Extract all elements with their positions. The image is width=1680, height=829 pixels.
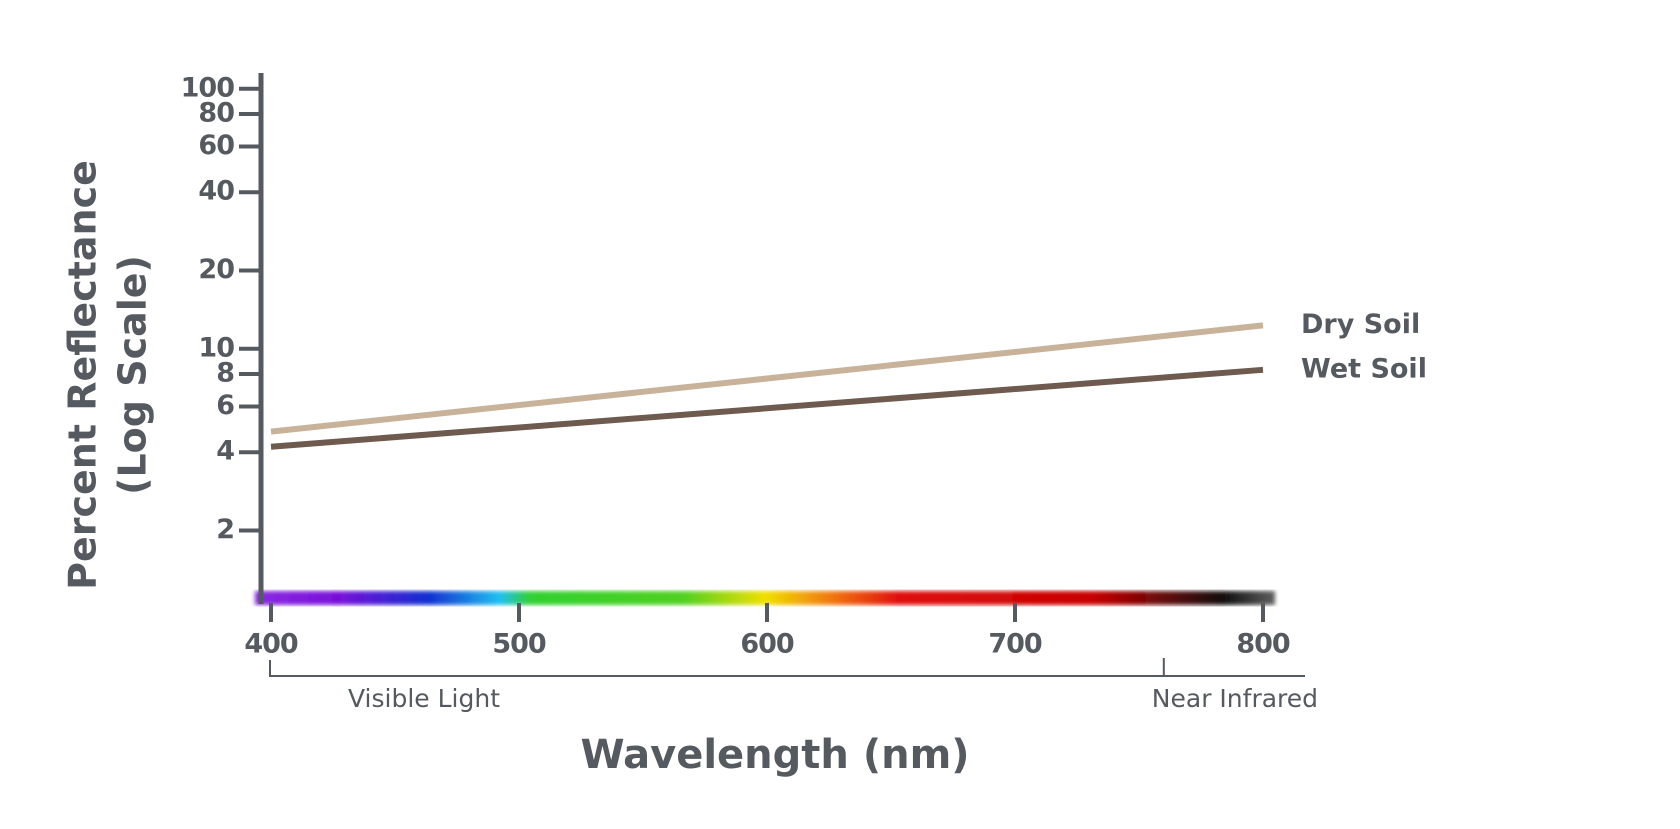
y-tick-label: 2: [216, 514, 234, 545]
y-tick-label: 40: [198, 176, 234, 207]
series-line: [270, 366, 1264, 450]
annotation: Near Infrared: [1152, 684, 1318, 713]
y-axis-title: (Log Scale): [111, 255, 155, 495]
y-tick-label: 20: [198, 254, 234, 285]
legend-label: Dry Soil: [1301, 309, 1420, 340]
annotation: Visible Light: [348, 684, 500, 713]
x-tick-label: 600: [740, 629, 794, 660]
y-axis-title: Percent Reflectance: [61, 160, 105, 590]
y-tick-label: 10: [198, 332, 234, 363]
range-bracket: [269, 660, 1305, 677]
y-tick-label: 80: [198, 97, 234, 128]
y-tick-label: 8: [216, 357, 234, 388]
spectrum-band: [255, 591, 1275, 605]
y-tick-label: 100: [181, 72, 235, 103]
series-line: [270, 322, 1264, 435]
x-tick-label: 800: [1236, 629, 1290, 660]
x-tick-label: 400: [244, 629, 298, 660]
y-tick-label: 6: [216, 390, 234, 421]
x-tick-label: 700: [988, 629, 1042, 660]
y-tick-label: 60: [198, 130, 234, 161]
legend-label: Wet Soil: [1301, 353, 1427, 384]
x-tick-label: 500: [492, 629, 546, 660]
x-axis-title: Wavelength (nm): [580, 732, 969, 778]
y-tick-label: 4: [216, 436, 234, 467]
